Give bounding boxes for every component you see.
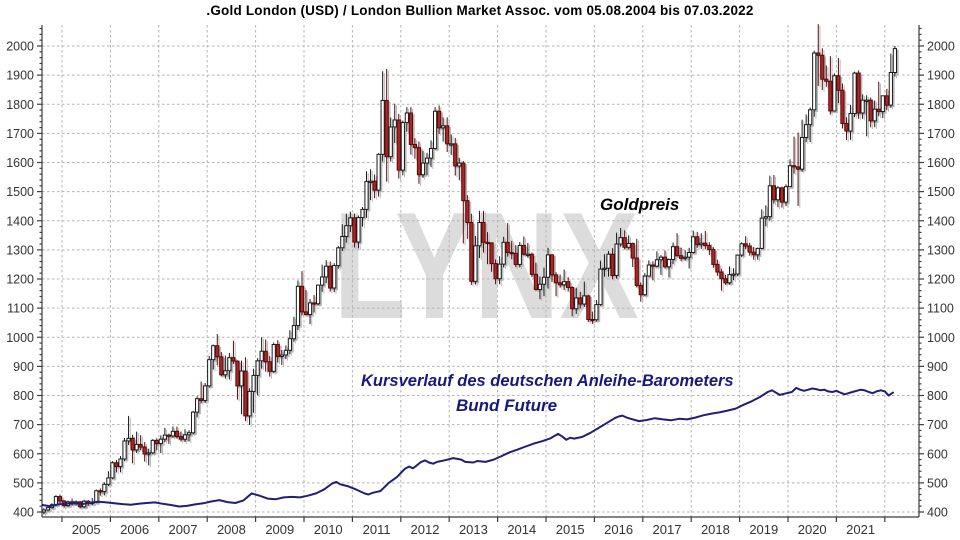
y-axis-tick-label-right: 700 [927, 418, 948, 432]
x-axis-year-label: 2019 [749, 522, 778, 537]
x-axis-year-label: 2011 [363, 522, 391, 537]
gridlines [42, 25, 919, 517]
y-axis-tick-label-right: 1700 [927, 127, 955, 141]
y-axis-tick-label-left: 1500 [6, 185, 34, 199]
y-axis-tick-label-right: 1200 [927, 273, 955, 287]
x-axis-year-label: 2012 [411, 522, 440, 537]
y-axis-tick-label-right: 900 [927, 360, 948, 374]
x-axis-year-label: 2010 [314, 522, 343, 537]
x-axis-year-label: 2008 [217, 522, 246, 537]
x-axis-year-label: 2014 [507, 522, 536, 537]
y-axis-tick-label-left: 400 [13, 506, 34, 520]
x-axis-year-label: 2021 [846, 522, 875, 537]
y-axis-tick-label-right: 2000 [927, 40, 955, 54]
axis-labels: 400 400 500 500 600 600 700 700 800 800 900 900 1000… [6, 40, 955, 538]
x-axis-year-label: 2018 [701, 522, 730, 537]
y-axis-tick-label-right: 500 [927, 476, 948, 490]
y-axis-tick-label-right: 400 [927, 506, 948, 520]
y-axis-tick-label-left: 1300 [6, 243, 34, 257]
y-axis-tick-label-right: 1800 [927, 98, 955, 112]
y-axis-tick-label-left: 1900 [6, 69, 34, 83]
y-axis-tick-label-right: 1600 [927, 156, 955, 170]
x-axis-year-label: 2016 [604, 522, 633, 537]
y-axis-tick-label-right: 1300 [927, 243, 955, 257]
y-axis-tick-label-left: 600 [13, 447, 34, 461]
y-axis-tick-label-left: 1600 [6, 156, 34, 170]
bund-future-label: Bund Future [456, 396, 558, 415]
x-axis-year-label: 2009 [265, 522, 294, 537]
y-axis-tick-label-left: 700 [13, 418, 34, 432]
bund-future-line [41, 386, 894, 508]
y-axis-tick-label-right: 1100 [927, 302, 954, 316]
goldpreis-label: Goldpreis [600, 195, 680, 214]
x-axis-year-label: 2006 [120, 522, 149, 537]
y-axis-tick-label-left: 2000 [6, 40, 34, 54]
chart-title: .Gold London (USD) / London Bullion Mark… [206, 3, 754, 18]
x-axis-year-label: 2007 [169, 522, 198, 537]
y-axis-tick-label-left: 500 [13, 476, 34, 490]
y-axis-tick-label-left: 1800 [6, 98, 34, 112]
y-axis-tick-label-left: 1700 [6, 127, 34, 141]
y-axis-tick-label-left: 1100 [7, 302, 34, 316]
x-axis-year-label: 2017 [653, 522, 682, 537]
y-axis-tick-label-right: 1500 [927, 185, 955, 199]
y-axis-tick-label-left: 1200 [6, 273, 34, 287]
y-axis-tick-label-left: 900 [13, 360, 34, 374]
y-axis-tick-label-left: 800 [13, 389, 34, 403]
gold-candlestick-series [41, 24, 897, 515]
y-axis-tick-label-left: 1400 [6, 214, 34, 228]
y-axis-tick-label-right: 1000 [927, 331, 955, 345]
y-axis-tick-label-left: 1000 [6, 331, 34, 345]
x-axis-year-label: 2013 [459, 522, 488, 537]
x-axis-year-label: 2020 [798, 522, 827, 537]
y-axis-tick-label-right: 1900 [927, 69, 955, 83]
y-axis-tick-label-right: 1400 [927, 214, 955, 228]
x-axis-year-label: 2005 [72, 522, 101, 537]
axes [37, 25, 924, 522]
y-axis-tick-label-right: 600 [927, 447, 948, 461]
bund-kursverlauf-label: Kursverlauf des deutschen Anleihe-Barome… [361, 372, 734, 390]
x-axis-year-label: 2015 [556, 522, 585, 537]
y-axis-tick-label-right: 800 [927, 389, 948, 403]
